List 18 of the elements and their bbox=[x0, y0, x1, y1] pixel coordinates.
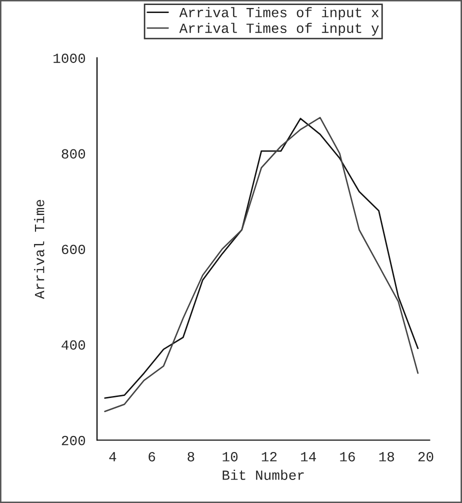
x-tick-label: 14 bbox=[301, 452, 316, 462]
legend-label: Arrival Times of input x bbox=[179, 7, 379, 20]
y-axis-title: Arrival Time bbox=[34, 200, 44, 299]
y-tick-label: 1000 bbox=[54, 54, 86, 64]
x-tick-label: 8 bbox=[188, 452, 194, 462]
x-tick-label: 4 bbox=[109, 452, 116, 462]
x-tick-label: 16 bbox=[340, 452, 355, 462]
x-tick-label: 10 bbox=[222, 452, 238, 462]
legend-label: Arrival Times of input y bbox=[179, 22, 379, 36]
x-tick-label: 18 bbox=[379, 452, 394, 462]
y-tick-label: 200 bbox=[62, 436, 86, 446]
x-axis-title: Bit Number bbox=[222, 470, 304, 480]
y-tick-label: 800 bbox=[62, 149, 86, 159]
x-tick-label: 12 bbox=[262, 452, 277, 462]
y-tick-label: 400 bbox=[62, 340, 86, 350]
x-tick-label: 6 bbox=[148, 452, 156, 462]
x-tick-label: 20 bbox=[418, 452, 434, 462]
y-tick-label: 600 bbox=[62, 244, 86, 254]
